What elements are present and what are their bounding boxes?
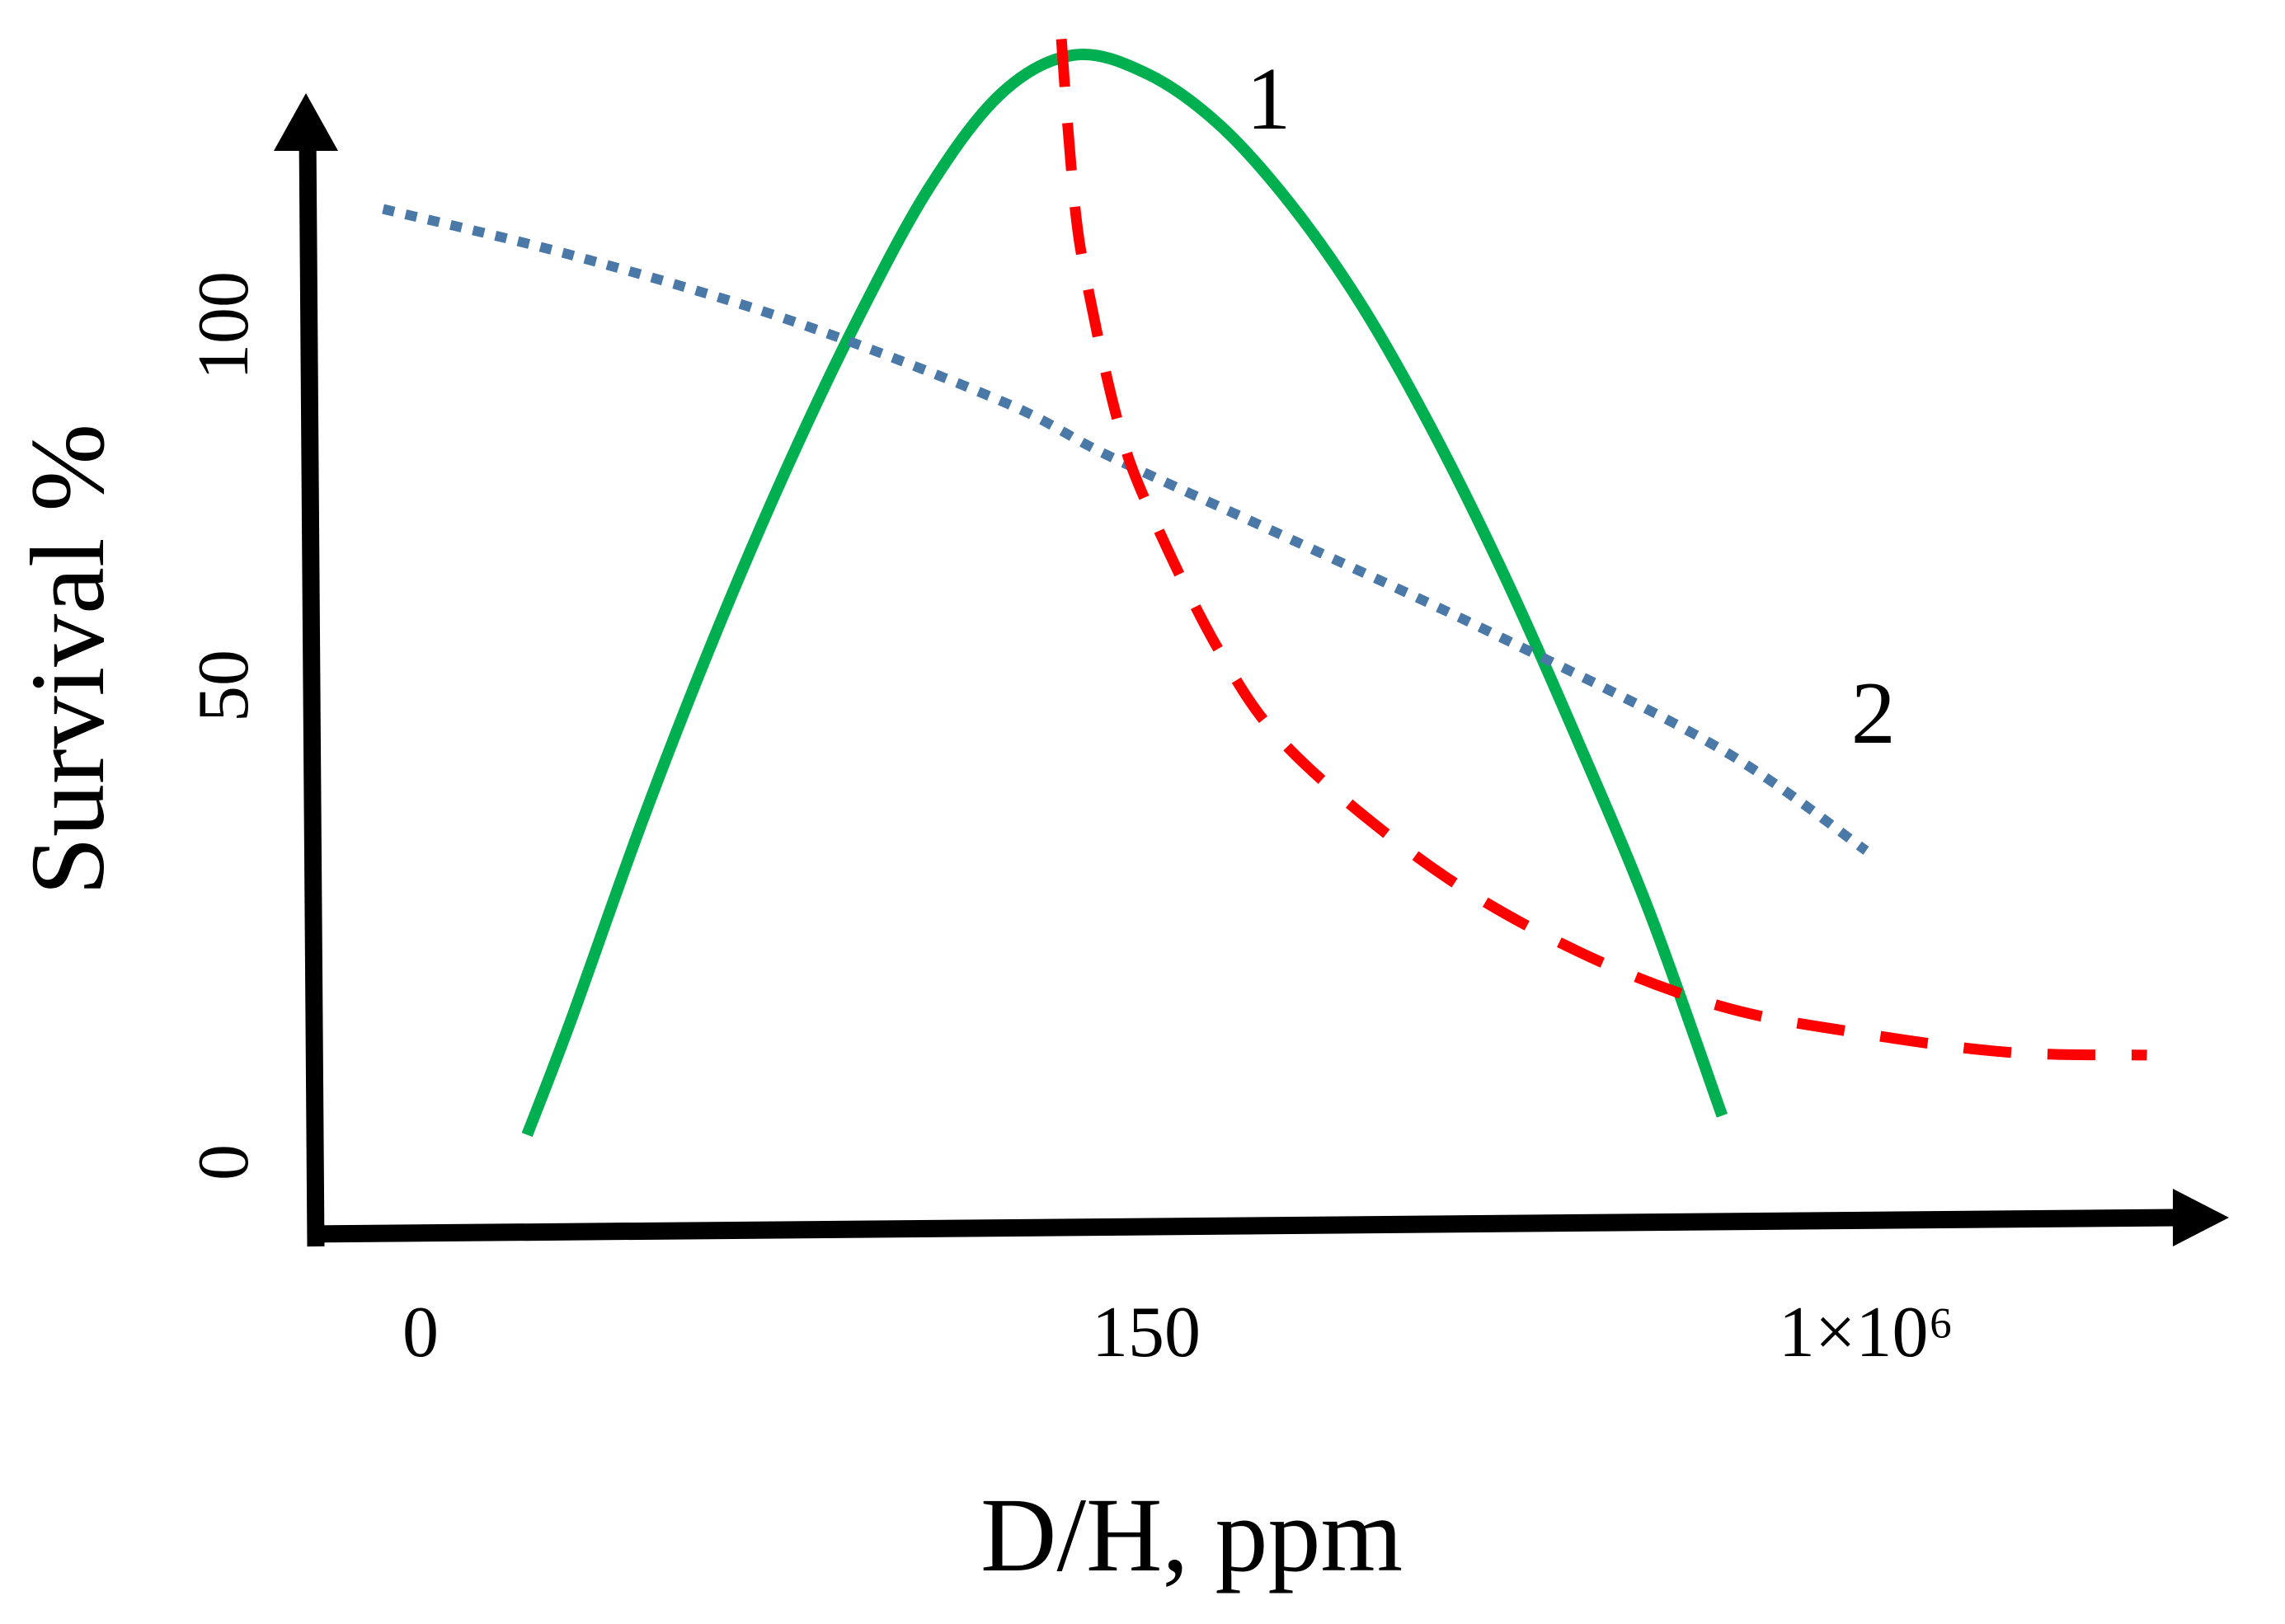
x-axis-line bbox=[307, 1209, 2178, 1243]
series-layer bbox=[382, 25, 2147, 1138]
y-tick-labels: 0 50 100 bbox=[184, 271, 264, 1180]
x-tick-label: 150 bbox=[1092, 1293, 1201, 1373]
series-1-label: 1 bbox=[1246, 50, 1291, 148]
y-axis-line bbox=[299, 131, 325, 1247]
curve-labels: 123 bbox=[1246, 50, 1896, 763]
y-tick-label: 50 bbox=[184, 650, 264, 722]
axes bbox=[274, 93, 2229, 1247]
x-axis-title: D/H, ppm bbox=[980, 1476, 1403, 1593]
series-2-label: 2 bbox=[1851, 664, 1896, 763]
y-tick-label: 100 bbox=[184, 271, 264, 380]
x-axis-arrowhead bbox=[2173, 1189, 2229, 1246]
series-3-line bbox=[1055, 25, 2147, 1061]
x-tick-label: 0 bbox=[402, 1293, 439, 1373]
y-axis-title: Survival % bbox=[9, 424, 126, 895]
y-tick-label: 0 bbox=[184, 1144, 264, 1180]
x-tick-labels: 0 150 1×10⁶ bbox=[402, 1293, 1954, 1373]
x-tick-label: 1×10⁶ bbox=[1779, 1293, 1954, 1373]
series-1-line bbox=[521, 49, 1728, 1138]
y-axis-arrowhead bbox=[274, 93, 338, 151]
series-2-line bbox=[382, 204, 1869, 855]
